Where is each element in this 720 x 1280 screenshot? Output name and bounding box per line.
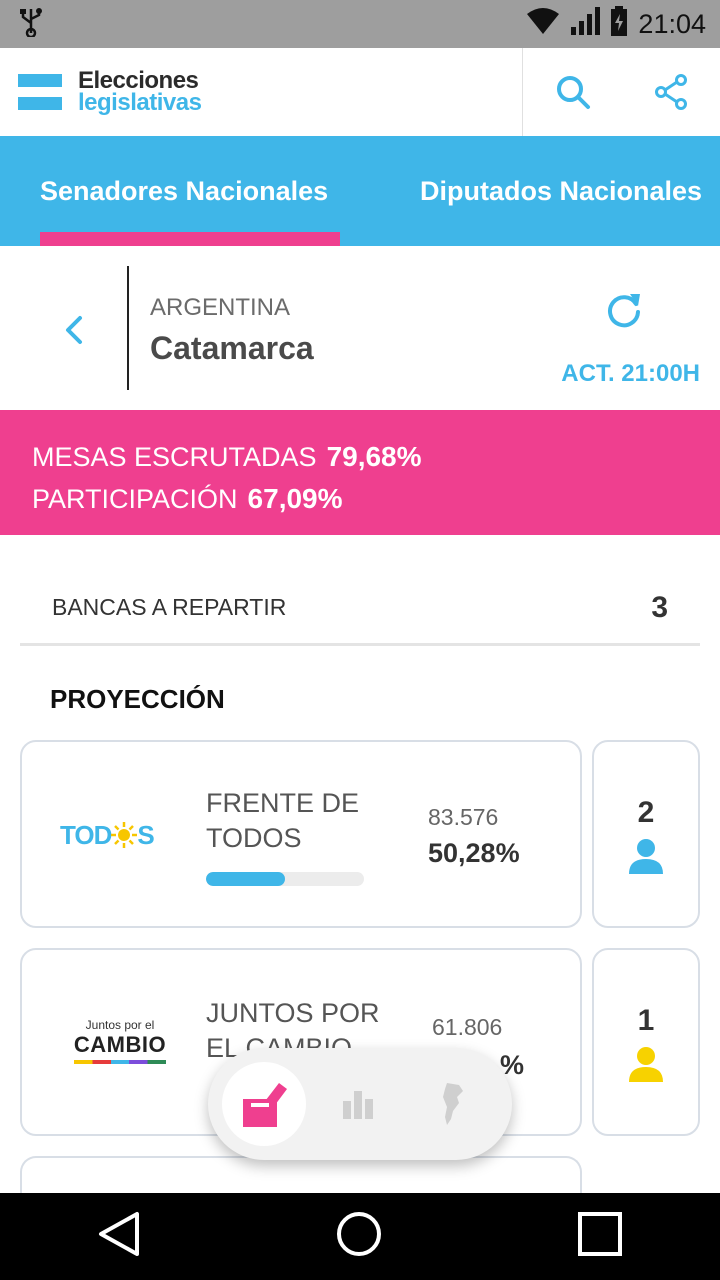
location-province: Catamarca [150, 330, 314, 366]
party-progress-bar [206, 872, 364, 886]
location-country: ARGENTINA [150, 294, 291, 321]
app-logo[interactable]: Elecciones legislativas [0, 48, 522, 136]
party-logo-todos: TOD S [60, 819, 155, 850]
wifi-icon [526, 7, 560, 42]
sun-icon [111, 822, 138, 848]
tab-diputados-nacionales[interactable]: Diputados Nacionales [420, 175, 703, 206]
logo-subtitle: legislativas [78, 89, 202, 116]
usb-icon [18, 7, 44, 42]
seat-count: 1 [637, 1004, 655, 1037]
party-logo-cambio: Juntos por el CAMBIO [60, 1008, 180, 1074]
bancas-row: BANCAS A REPARTIR 3 [20, 572, 700, 646]
person-icon [629, 839, 663, 874]
party-progress-fill [206, 872, 286, 886]
bancas-label: BANCAS A REPARTIR [52, 594, 287, 620]
location-divider [127, 266, 129, 390]
seat-count: 2 [637, 796, 655, 829]
location-header: ARGENTINA Catamarca ACT. 21:00H [0, 246, 720, 410]
app-header: Elecciones legislativas [0, 48, 720, 136]
chamber-tabs: Senadores Nacionales Diputados Nacionale… [0, 136, 720, 246]
status-bar: 21:04 [0, 0, 720, 48]
party-votes: 61.806 [432, 1014, 503, 1040]
battery-charging-icon [610, 5, 628, 43]
recents-icon[interactable] [577, 1211, 623, 1262]
person-icon [629, 1047, 663, 1082]
count-summary-banner: MESAS ESCRUTADAS 79,68% PARTICIPACIÓN 67,0… [0, 410, 720, 535]
participacion-value: 67,09% [247, 483, 343, 514]
share-icon[interactable] [654, 74, 688, 110]
mesas-escrutadas-value: 79,68% [326, 441, 422, 472]
seats-card-juntos-por-el-cambio: 1 [592, 948, 700, 1136]
search-icon[interactable] [555, 74, 591, 110]
back-icon[interactable] [97, 1210, 141, 1263]
home-icon[interactable] [335, 1210, 383, 1263]
floating-nav [208, 1048, 512, 1160]
chevron-left-icon[interactable] [60, 312, 88, 353]
bar-chart-icon[interactable] [316, 1062, 400, 1146]
signal-icon [570, 6, 601, 42]
tab-senadores-nacionales[interactable]: Senadores Nacionales [40, 175, 329, 206]
seats-card-frente-de-todos: 2 [592, 740, 700, 928]
ballot-box-icon[interactable] [222, 1062, 306, 1146]
party-percent: 50,28% [428, 838, 520, 868]
refresh-icon[interactable] [604, 290, 644, 335]
bancas-value: 3 [651, 590, 668, 624]
logo-title: Elecciones [78, 67, 199, 94]
logo-flag-icon [18, 74, 62, 110]
proyeccion-title: PROYECCIÓN [50, 684, 225, 714]
update-time: ACT. 21:00H [561, 360, 700, 387]
system-nav-bar [0, 1193, 720, 1280]
active-tab-indicator [40, 232, 340, 246]
party-card-frente-de-todos[interactable]: TOD S FRENTE DE TODOS 83.576 50,28% [20, 740, 582, 928]
status-time: 21:04 [638, 8, 706, 39]
party-name: FRENTE DE TODOS [206, 788, 360, 853]
argentina-map-icon[interactable] [410, 1062, 494, 1146]
party-votes: 83.576 [428, 804, 499, 830]
participacion-label: PARTICIPACIÓN [32, 484, 238, 514]
mesas-escrutadas-label: MESAS ESCRUTADAS [32, 442, 317, 472]
